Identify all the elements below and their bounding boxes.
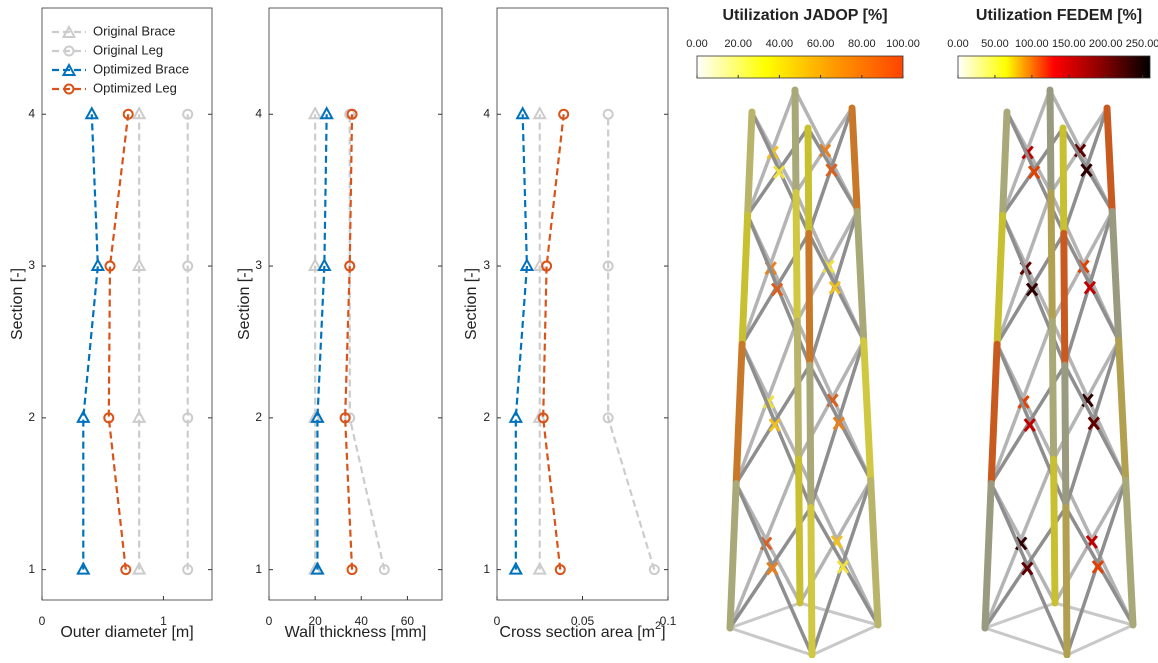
tower-leg	[985, 484, 991, 628]
legend-label: Optimized Brace	[93, 61, 189, 76]
x-tick-label: 0	[266, 614, 273, 628]
colorbar-title: Utilization JADOP [%]	[722, 7, 887, 24]
legend-label: Original Leg	[93, 42, 163, 57]
tower-leg	[852, 108, 857, 211]
tower-leg	[748, 112, 752, 215]
y-tick-label: 1	[255, 562, 262, 576]
tower-leg	[1066, 507, 1067, 655]
page: 0 1 1 2 3 4 Outer diameter [m] Section [-] Origi…	[0, 0, 1158, 663]
x-tick-label: 0	[39, 614, 46, 628]
y-axis-label: Section [-]	[236, 268, 253, 340]
colorbar-tick-label: 40.00	[766, 38, 794, 50]
x-axis-label-text: Wall thickness [mm]	[285, 624, 427, 641]
y-axis-label: Section [-]	[9, 268, 26, 340]
tower-leg	[864, 341, 871, 481]
tower-leg	[810, 365, 811, 507]
x-axis-label-text: Outer diameter [m]	[60, 624, 193, 641]
colorbar-title: Utilization FEDEM [%]	[976, 7, 1142, 24]
y-tick-label: 4	[255, 106, 262, 120]
tower-leg	[991, 344, 997, 483]
plot-area	[42, 8, 212, 600]
colorbar-tick-label: 250.00	[1126, 38, 1158, 50]
colorbar-tick-label: 50.00	[981, 38, 1009, 50]
y-tick-label: 1	[483, 562, 490, 576]
tower-leg	[1119, 341, 1126, 481]
tower-leg	[736, 344, 742, 483]
plot-area	[497, 8, 668, 600]
tower-leg	[799, 459, 800, 603]
tower-leg	[1064, 233, 1065, 365]
y-axis-label: Section [-]	[463, 268, 480, 340]
y-tick-label: 3	[255, 258, 262, 272]
colorbar-tick-label: 200.00	[1089, 38, 1123, 50]
x-axis-label-end: ]	[661, 624, 665, 641]
y-tick-label: 2	[483, 410, 490, 424]
tower-leg	[1065, 365, 1066, 507]
y-tick-label: 4	[28, 106, 35, 120]
colorbar-tick-label: 100.00	[1015, 38, 1049, 50]
tower-leg	[730, 484, 736, 628]
x-axis-label: Wall thickness [mm]	[285, 624, 427, 641]
tower-leg	[1063, 128, 1064, 233]
colorbar-tick-label: 80.00	[848, 38, 876, 50]
colorbar-tick-label: 150.00	[1052, 38, 1086, 50]
x-axis-label-text: Cross section area [m	[499, 624, 655, 641]
tower-leg	[809, 233, 810, 365]
colorbar-tick-label: 0.00	[686, 38, 707, 50]
tower-base	[730, 628, 812, 655]
tower-leg	[796, 193, 797, 321]
tower-leg	[1050, 90, 1051, 193]
tower-leg	[1054, 459, 1055, 603]
y-tick-label: 4	[483, 106, 490, 120]
tower-leg	[871, 480, 878, 625]
tower-leg	[795, 90, 796, 193]
y-tick-label: 2	[255, 410, 262, 424]
tower-leg	[1126, 480, 1133, 625]
figure: 0 1 1 2 3 4 Outer diameter [m] Section [-] Origi…	[0, 0, 1158, 658]
tower-leg	[797, 321, 798, 460]
x-axis-label: Outer diameter [m]	[60, 624, 193, 641]
legend-label: Original Brace	[93, 23, 175, 38]
tower-leg	[742, 215, 748, 344]
y-tick-label: 2	[28, 410, 35, 424]
tower-leg	[808, 128, 809, 233]
tower-leg	[857, 211, 864, 340]
y-tick-label: 1	[28, 562, 35, 576]
colorbar-tick-label: 0.00	[947, 38, 968, 50]
tower-base	[985, 628, 1067, 655]
colorbar	[697, 56, 903, 78]
y-tick-label: 3	[28, 258, 35, 272]
legend-label: Optimized Leg	[93, 80, 177, 95]
tower-leg	[997, 215, 1003, 344]
colorbar-tick-label: 100.00	[886, 38, 920, 50]
colorbar-tick-label: 60.00	[807, 38, 835, 50]
y-tick-label: 3	[483, 258, 490, 272]
plot-area	[269, 8, 442, 600]
tower-leg	[1112, 211, 1119, 340]
tower-leg	[1051, 193, 1052, 321]
tower-leg	[1003, 112, 1007, 215]
colorbar-tick-label: 20.00	[724, 38, 752, 50]
tower-leg	[1107, 108, 1112, 211]
tower-leg	[1052, 321, 1053, 460]
tower-leg	[811, 507, 812, 655]
colorbar	[958, 56, 1150, 78]
